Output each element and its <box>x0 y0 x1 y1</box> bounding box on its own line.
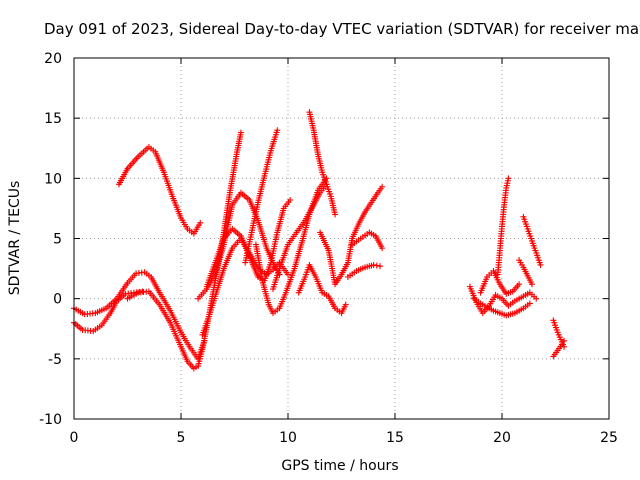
data-point <box>533 295 540 302</box>
data-point <box>197 219 204 226</box>
y-tick-label: 20 <box>44 51 62 67</box>
x-axis-label: GPS time / hours <box>281 458 398 474</box>
data-point <box>379 183 386 190</box>
data-point <box>526 300 533 307</box>
y-axis-label: SDTVAR / TECUs <box>7 181 23 296</box>
data-point <box>332 211 339 218</box>
series-arc-12 <box>295 261 349 317</box>
series-arc-22 <box>516 257 535 288</box>
series-arc-1 <box>115 144 204 237</box>
data-point <box>516 281 523 288</box>
series-arc-8 <box>242 127 281 266</box>
data-point-interp <box>373 262 380 269</box>
x-tick-label: 10 <box>279 430 297 446</box>
data-point <box>237 129 244 136</box>
series-arc-14 <box>349 183 386 242</box>
axis-ticks: 0 5 10 15 20 25 -10 -5 0 5 10 15 20 <box>39 51 618 446</box>
x-tick-label: 25 <box>600 430 618 446</box>
series-arc-13 <box>317 229 356 288</box>
data-point <box>558 341 565 348</box>
data-point <box>342 301 349 308</box>
data-point <box>379 245 386 252</box>
series-arc-21 <box>520 213 544 268</box>
series-arc-16 <box>344 261 384 281</box>
chart-title: Day 091 of 2023, Sidereal Day-to-day VTE… <box>44 20 640 38</box>
x-tick-label: 20 <box>493 430 511 446</box>
series-arc-7 <box>203 196 294 290</box>
data-point <box>377 263 384 270</box>
data-point <box>287 196 294 203</box>
series-arc-17 <box>466 283 540 317</box>
data-point <box>561 337 568 344</box>
series-arc-11 <box>306 109 339 218</box>
data-point <box>370 261 377 268</box>
y-tick-label: -5 <box>48 352 62 368</box>
y-tick-label: -10 <box>39 412 62 428</box>
data-point <box>528 281 535 288</box>
data-point <box>274 127 281 134</box>
x-tick-label: 15 <box>386 430 404 446</box>
series-arc-18 <box>471 295 533 319</box>
x-tick-label: 0 <box>70 430 79 446</box>
series-arc-15 <box>349 229 386 252</box>
x-tick-label: 5 <box>177 430 186 446</box>
y-tick-label: 0 <box>53 292 62 308</box>
y-tick-label: 10 <box>44 171 62 187</box>
data-point <box>537 261 544 268</box>
data-point <box>505 175 512 182</box>
series-arc-19 <box>477 267 523 297</box>
y-tick-label: 15 <box>44 111 62 127</box>
series-arc-20 <box>494 175 512 278</box>
series-arc-24 <box>550 337 568 360</box>
series-arc-10 <box>270 181 330 293</box>
y-tick-label: 5 <box>53 232 62 248</box>
data-points <box>71 109 568 372</box>
